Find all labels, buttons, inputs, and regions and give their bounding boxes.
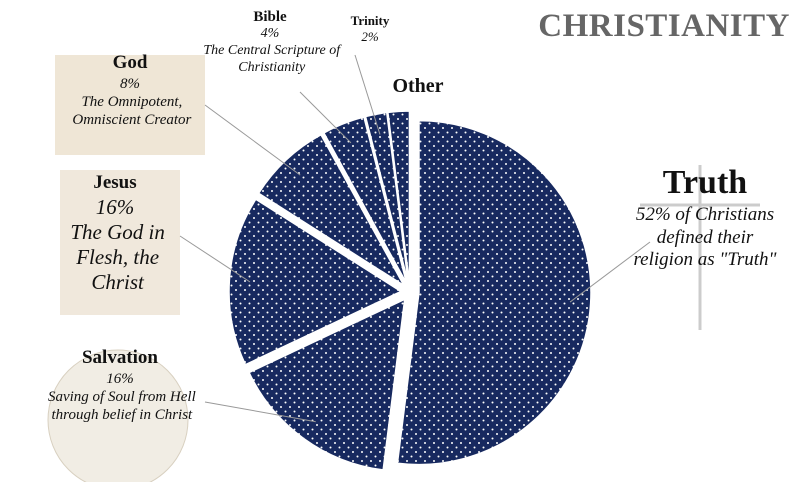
pie-slice [387,110,411,284]
god-image [55,55,205,155]
slice-label: Bible 4% The Central Scripture of Christia… [195,8,345,76]
leader-line [204,104,301,176]
pie-slice [396,119,592,466]
category-name: Salvation [81,347,159,368]
description: The Central Scripture of Christianity [203,42,341,75]
leader-line [204,401,316,423]
category-name: Truth [662,164,748,201]
chart-title: CHRISTIANITY [538,8,790,44]
jesus-image [60,170,180,315]
category-name: Other [392,75,444,97]
pie-slice [248,298,406,471]
description: Saving of Soul from Hell through belief … [47,388,196,423]
label-text: 8% The Omnipotent, Omniscient Creator [48,75,213,129]
value-label: 16% [95,194,135,219]
crucifix [640,165,760,330]
value-label: 52% [635,203,671,225]
category-name: Bible [253,9,287,25]
value-label: 4% [260,26,280,41]
slice-label: Other [378,74,458,98]
slice-label: Truth 52% of Christians defined their reli… [625,163,785,272]
category-name: God [112,52,148,73]
label-text: 16% The God in Flesh, the Christ [55,195,175,296]
leader-line [179,235,251,283]
label-text: 4% The Central Scripture of Christianity [195,26,345,76]
description: The Omnipotent, Omniscient Creator [72,93,192,128]
leader-line [569,241,651,303]
label-text: 52% of Christians defined their religion … [625,204,785,272]
leader-line [354,54,381,135]
salvation-image [47,349,189,482]
slice-label: God 8% The Omnipotent, Omniscient Creator [48,52,213,129]
leader-line [299,91,352,144]
description: The God in Flesh, the Christ [70,219,165,295]
slice-label: Trinity 2% [330,13,410,44]
value-label: 2% [361,28,379,44]
label-text: 16% Saving of Soul from Hell through beli… [20,370,220,424]
value-label: 8% [120,75,140,92]
value-label: 16% [106,370,134,387]
slice-label: Jesus 16% The God in Flesh, the Christ [55,172,175,296]
slice-label: Salvation 16% Saving of Soul from Hell thr… [20,347,220,424]
description: of Christians defined their religion as … [633,203,777,271]
label-text: 2% [330,29,410,45]
pie-slice [257,133,405,287]
pie-slice [364,111,410,284]
pie-slice [228,198,403,366]
category-name: Jesus [93,172,137,193]
category-name: Trinity [350,13,390,28]
pie-slice [322,116,408,284]
